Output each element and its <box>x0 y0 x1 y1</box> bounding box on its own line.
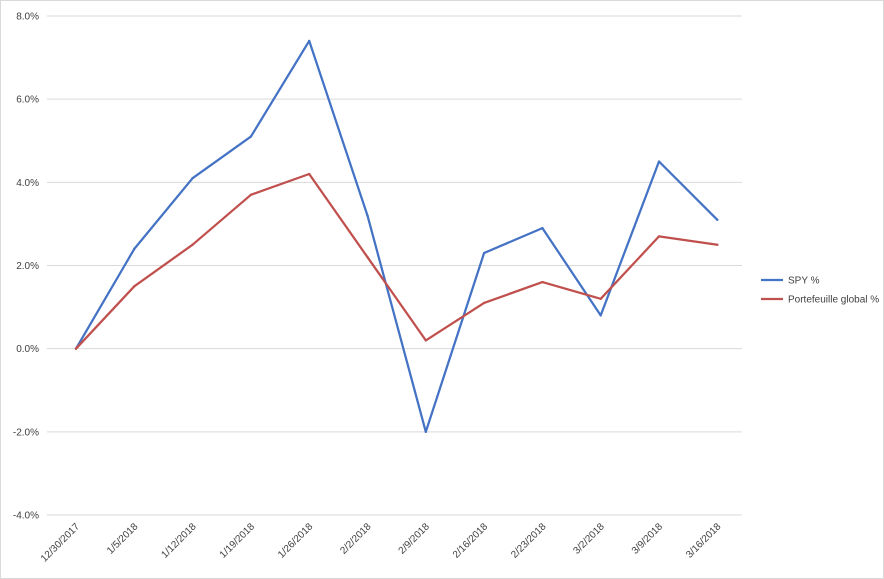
legend: SPY % Portefeuille global % <box>761 276 879 306</box>
data-point <box>424 339 427 342</box>
data-point <box>541 280 544 284</box>
y-tick-label: 2.0% <box>16 261 39 272</box>
data-point <box>657 160 661 163</box>
data-point <box>716 218 719 221</box>
data-point <box>133 247 136 251</box>
data-point <box>482 251 486 255</box>
x-tick-label: 1/26/2018 <box>276 521 316 561</box>
gridlines <box>47 15 742 516</box>
data-point <box>191 176 194 180</box>
y-axis-ticks: 8.0% 6.0% 4.0% 2.0% 0.0% -2.0% -4.0% <box>13 12 39 522</box>
x-tick-label: 3/16/2018 <box>684 521 724 561</box>
x-tick-label: 12/30/2017 <box>39 521 82 564</box>
data-point <box>308 39 311 43</box>
data-point <box>366 214 369 217</box>
x-tick-label: 3/9/2018 <box>630 521 666 557</box>
series-lines <box>74 39 719 434</box>
x-tick-label: 1/19/2018 <box>218 521 258 561</box>
x-tick-label: 2/2/2018 <box>338 521 374 557</box>
data-point <box>482 301 486 305</box>
series-line-1 <box>74 172 719 350</box>
data-point <box>599 314 602 317</box>
data-point <box>657 235 661 238</box>
x-tick-label: 2/9/2018 <box>397 521 433 557</box>
data-point <box>716 243 719 246</box>
legend-label: SPY % <box>788 276 820 287</box>
data-point <box>366 255 369 259</box>
data-point <box>308 172 311 176</box>
y-tick-label: 0.0% <box>16 344 39 355</box>
data-point <box>74 347 78 350</box>
legend-label: Portefeuille global % <box>788 295 879 306</box>
y-tick-label: -4.0% <box>13 511 39 522</box>
x-tick-label: 1/12/2018 <box>159 521 199 561</box>
x-axis-ticks: 12/30/2017 1/5/2018 1/12/2018 1/19/2018 1/26… <box>39 521 724 564</box>
data-point <box>249 193 253 197</box>
data-point <box>249 135 253 138</box>
x-tick-label: 3/2/2018 <box>572 521 608 557</box>
data-point <box>541 226 544 230</box>
y-tick-label: 4.0% <box>16 178 39 189</box>
y-tick-label: 6.0% <box>16 95 39 106</box>
y-tick-label: -2.0% <box>13 427 39 438</box>
x-tick-label: 2/23/2018 <box>509 521 549 561</box>
y-tick-label: 8.0% <box>16 12 39 23</box>
data-point <box>599 297 602 300</box>
x-tick-label: 1/5/2018 <box>105 521 141 557</box>
x-tick-label: 2/16/2018 <box>451 521 491 561</box>
data-point <box>133 285 136 288</box>
data-point <box>424 430 427 434</box>
data-point <box>191 243 194 246</box>
